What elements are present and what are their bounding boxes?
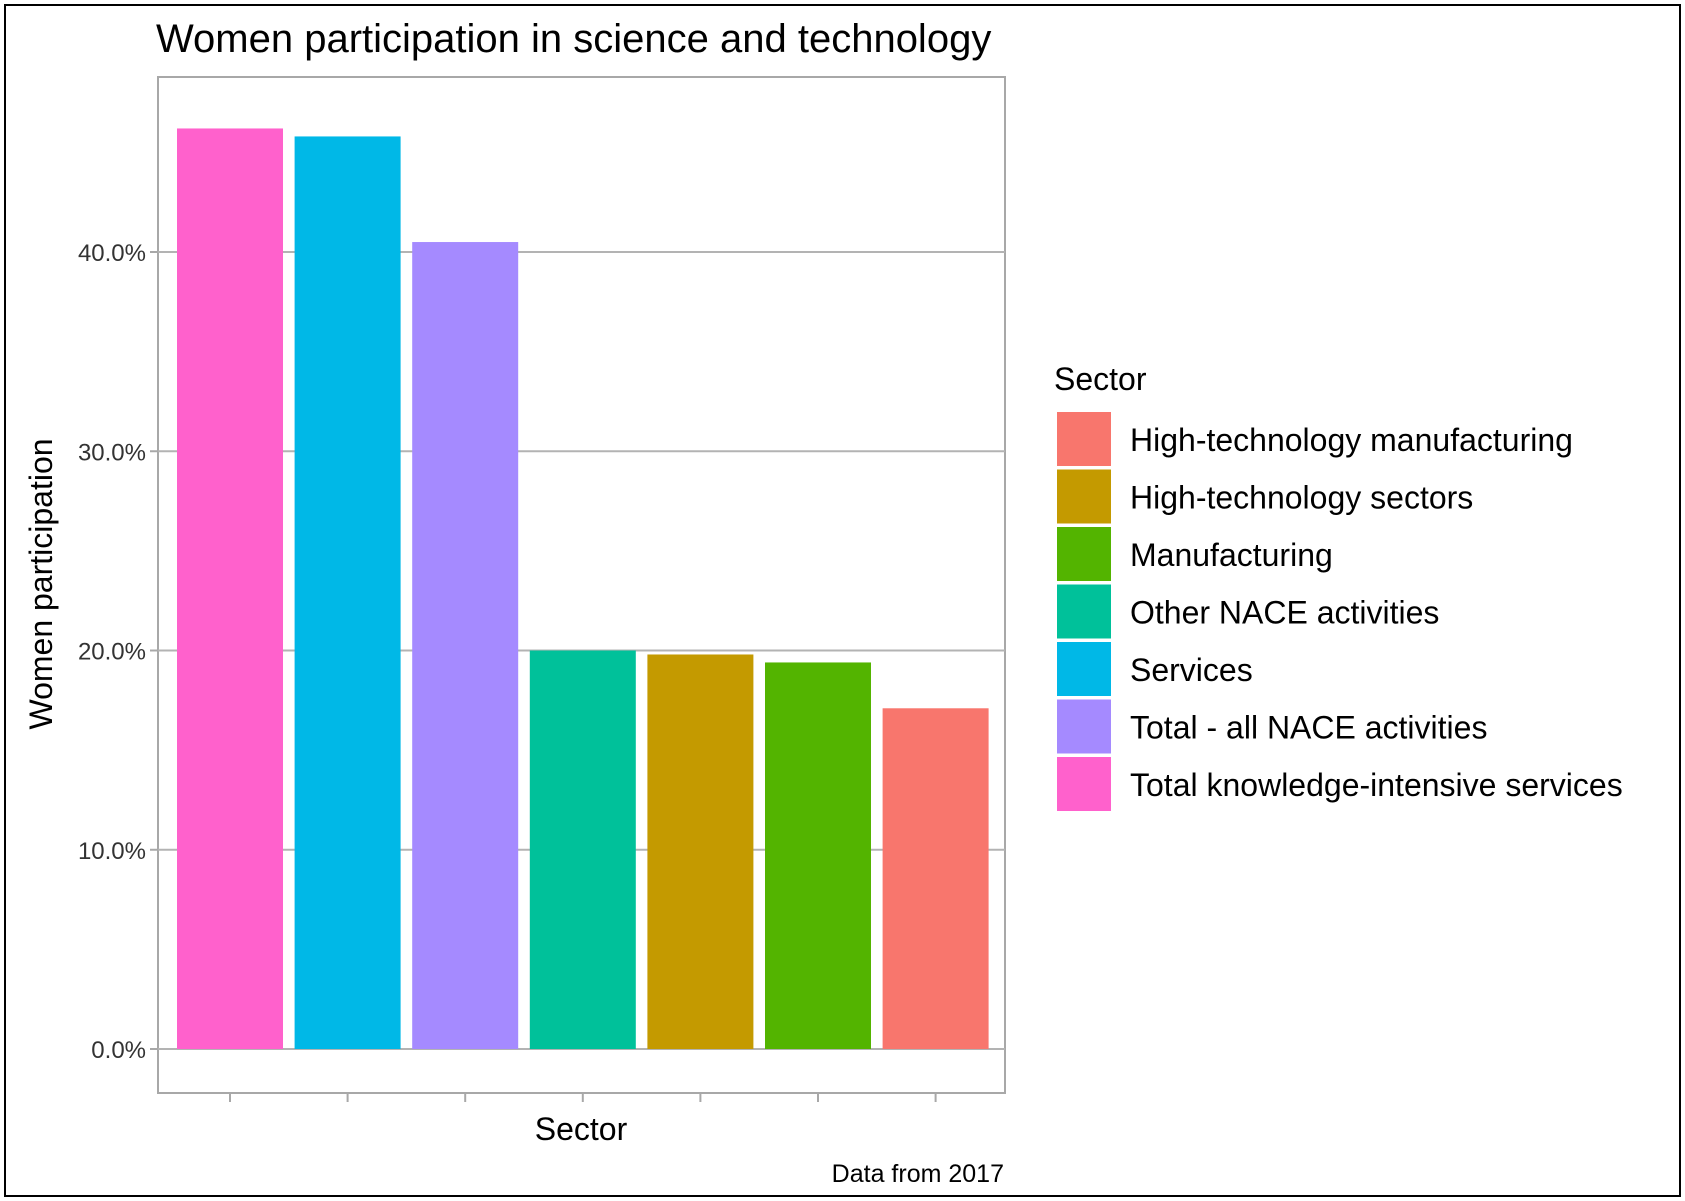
legend-label: Services (1130, 652, 1253, 688)
y-axis-ticks: 0.0% 10.0% 20.0% 30.0% 40.0% (78, 240, 158, 1064)
legend-label: Total knowledge-intensive services (1130, 767, 1623, 803)
legend-swatch (1057, 642, 1111, 696)
bar (647, 654, 754, 1049)
chart-title: Women participation in science and techn… (156, 17, 991, 61)
y-tick-label: 30.0% (78, 439, 146, 466)
x-axis-label: Sector (535, 1111, 628, 1147)
legend-swatch (1057, 469, 1111, 524)
caption: Data from 2017 (832, 1160, 1004, 1188)
legend-label: Total - all NACE activities (1130, 710, 1487, 746)
bar (765, 662, 871, 1049)
legend-label: High-technology sectors (1130, 480, 1473, 516)
legend-swatch (1057, 757, 1111, 811)
bar-chart: Women participation in science and techn… (23, 17, 1623, 1188)
legend-items: High-technology manufacturing High-techno… (1057, 412, 1623, 811)
legend-swatch (1057, 699, 1111, 754)
y-axis-label: Women participation (23, 438, 59, 729)
y-tick-label: 0.0% (91, 1037, 146, 1064)
bar (294, 136, 401, 1049)
legend-swatch (1057, 527, 1111, 581)
legend-label: Other NACE activities (1130, 595, 1439, 631)
legend-title: Sector (1054, 361, 1147, 397)
legend-swatch (1057, 412, 1111, 466)
x-axis-ticks (229, 1093, 937, 1102)
bar (882, 708, 989, 1049)
bar (177, 128, 283, 1050)
legend-label: Manufacturing (1130, 537, 1333, 573)
bar (412, 242, 519, 1050)
y-tick-label: 20.0% (78, 639, 146, 666)
legend-swatch (1057, 584, 1111, 639)
legend: Sector High-technology manufacturingHigh… (1054, 361, 1623, 811)
bar (529, 650, 636, 1049)
chart-frame: Women participation in science and techn… (4, 4, 1681, 1197)
bars (177, 128, 989, 1050)
legend-label: High-technology manufacturing (1130, 422, 1573, 458)
y-tick-label: 10.0% (78, 838, 146, 865)
y-tick-label: 40.0% (78, 240, 146, 267)
